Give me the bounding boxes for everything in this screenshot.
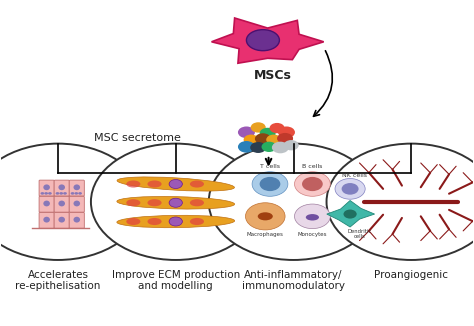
Ellipse shape (73, 200, 80, 206)
Ellipse shape (126, 199, 140, 206)
Ellipse shape (58, 185, 65, 190)
Ellipse shape (73, 217, 80, 223)
Circle shape (244, 135, 259, 145)
Polygon shape (211, 18, 324, 63)
Ellipse shape (190, 199, 204, 206)
Ellipse shape (169, 218, 183, 225)
Ellipse shape (43, 200, 50, 206)
FancyBboxPatch shape (69, 213, 84, 228)
Text: Improve ECM production
and modelling: Improve ECM production and modelling (111, 270, 240, 291)
Circle shape (302, 177, 323, 191)
Circle shape (283, 140, 299, 150)
Ellipse shape (73, 185, 80, 190)
FancyBboxPatch shape (39, 213, 54, 228)
Text: Proangiogenic: Proangiogenic (374, 270, 448, 280)
Circle shape (246, 203, 285, 230)
Circle shape (327, 144, 474, 260)
Circle shape (272, 142, 289, 153)
Text: Macrophages: Macrophages (247, 232, 284, 238)
Circle shape (294, 172, 330, 196)
Text: MSCs: MSCs (254, 69, 292, 82)
Circle shape (260, 128, 276, 139)
Circle shape (262, 142, 277, 152)
Circle shape (294, 204, 330, 229)
Text: B cells: B cells (302, 164, 323, 170)
Circle shape (278, 126, 295, 138)
Ellipse shape (117, 197, 235, 209)
Text: Anti-inflammatory/
immunomodulatory: Anti-inflammatory/ immunomodulatory (242, 270, 345, 291)
FancyBboxPatch shape (69, 196, 84, 212)
Ellipse shape (43, 185, 50, 190)
Circle shape (250, 142, 266, 153)
Circle shape (342, 183, 358, 195)
Text: Dendritic
cells: Dendritic cells (347, 229, 372, 239)
Ellipse shape (117, 215, 235, 228)
Circle shape (266, 135, 281, 145)
Circle shape (59, 192, 63, 195)
Ellipse shape (246, 30, 279, 51)
Ellipse shape (147, 199, 162, 206)
Circle shape (252, 172, 288, 196)
Ellipse shape (117, 177, 235, 191)
Ellipse shape (58, 200, 65, 206)
Ellipse shape (258, 212, 273, 220)
FancyBboxPatch shape (54, 180, 69, 196)
FancyBboxPatch shape (54, 196, 69, 212)
Circle shape (277, 133, 293, 144)
FancyBboxPatch shape (69, 180, 84, 196)
Ellipse shape (126, 181, 140, 187)
Circle shape (344, 210, 357, 219)
Circle shape (78, 192, 82, 195)
FancyBboxPatch shape (39, 196, 54, 212)
Circle shape (251, 122, 266, 133)
Text: NK cells: NK cells (342, 172, 367, 178)
Circle shape (40, 192, 44, 195)
FancyArrowPatch shape (313, 51, 332, 116)
Circle shape (71, 192, 74, 195)
FancyBboxPatch shape (54, 213, 69, 228)
Ellipse shape (190, 218, 204, 225)
Circle shape (209, 144, 378, 260)
Polygon shape (327, 200, 374, 227)
Circle shape (238, 141, 255, 153)
Circle shape (270, 123, 284, 133)
Ellipse shape (126, 218, 140, 225)
Circle shape (0, 144, 143, 260)
Circle shape (169, 217, 182, 226)
FancyBboxPatch shape (39, 180, 54, 196)
Circle shape (63, 192, 67, 195)
Circle shape (91, 144, 261, 260)
Ellipse shape (190, 181, 204, 187)
Text: MSC secretome: MSC secretome (93, 133, 181, 143)
Circle shape (169, 180, 182, 188)
Text: T cells: T cells (260, 164, 280, 170)
Ellipse shape (147, 181, 162, 187)
Circle shape (44, 192, 48, 195)
Circle shape (260, 177, 280, 191)
Circle shape (169, 198, 182, 207)
Ellipse shape (147, 218, 162, 225)
Circle shape (55, 192, 59, 195)
Text: Monocytes: Monocytes (298, 232, 327, 237)
Circle shape (48, 192, 52, 195)
Ellipse shape (58, 217, 65, 223)
Ellipse shape (169, 181, 183, 187)
Circle shape (238, 126, 255, 138)
Circle shape (255, 133, 271, 144)
Ellipse shape (43, 217, 50, 223)
Circle shape (335, 179, 365, 199)
Text: Accelerates
re-epithelisation: Accelerates re-epithelisation (15, 270, 100, 291)
Ellipse shape (169, 199, 183, 206)
Circle shape (74, 192, 78, 195)
Ellipse shape (306, 214, 319, 220)
